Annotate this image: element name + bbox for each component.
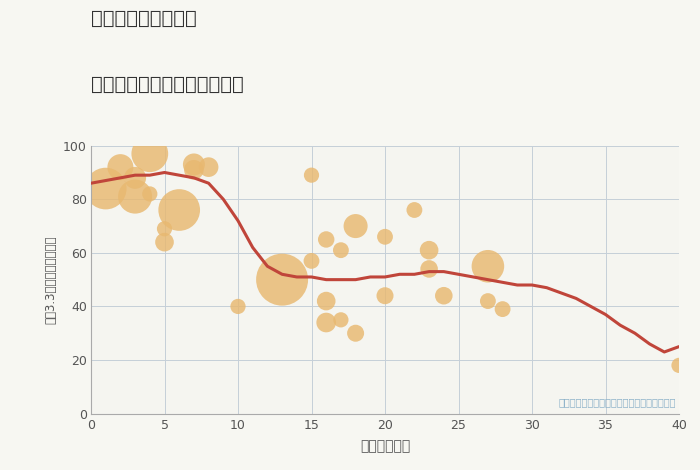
Point [424,246,435,254]
Point [100,185,111,192]
Point [115,164,126,171]
Point [144,150,155,157]
Point [159,238,170,246]
Point [482,262,493,270]
Point [409,206,420,214]
Point [321,298,332,305]
Point [673,361,685,369]
Point [350,222,361,230]
Point [321,319,332,326]
Point [350,329,361,337]
Point [306,172,317,179]
Point [497,306,508,313]
Point [159,225,170,233]
Point [424,265,435,273]
Point [306,257,317,265]
Point [335,316,346,323]
Point [379,292,391,299]
Text: 円の大きさは、取引のあった物件面積を示す: 円の大きさは、取引のあった物件面積を示す [559,397,676,407]
Point [335,246,346,254]
Text: 築年数別中古マンション価格: 築年数別中古マンション価格 [91,75,244,94]
Point [321,236,332,243]
Point [232,303,244,310]
X-axis label: 築年数（年）: 築年数（年） [360,439,410,453]
Point [130,174,141,181]
Point [379,233,391,241]
Point [130,193,141,200]
Point [438,292,449,299]
Point [276,276,288,283]
Point [188,161,199,168]
Y-axis label: 坪（3.3㎡）単価（万円）: 坪（3.3㎡）単価（万円） [44,235,57,324]
Point [482,298,493,305]
Text: 三重県桑名市松ノ木: 三重県桑名市松ノ木 [91,9,197,28]
Point [188,166,199,173]
Point [203,164,214,171]
Point [144,190,155,198]
Point [174,206,185,214]
